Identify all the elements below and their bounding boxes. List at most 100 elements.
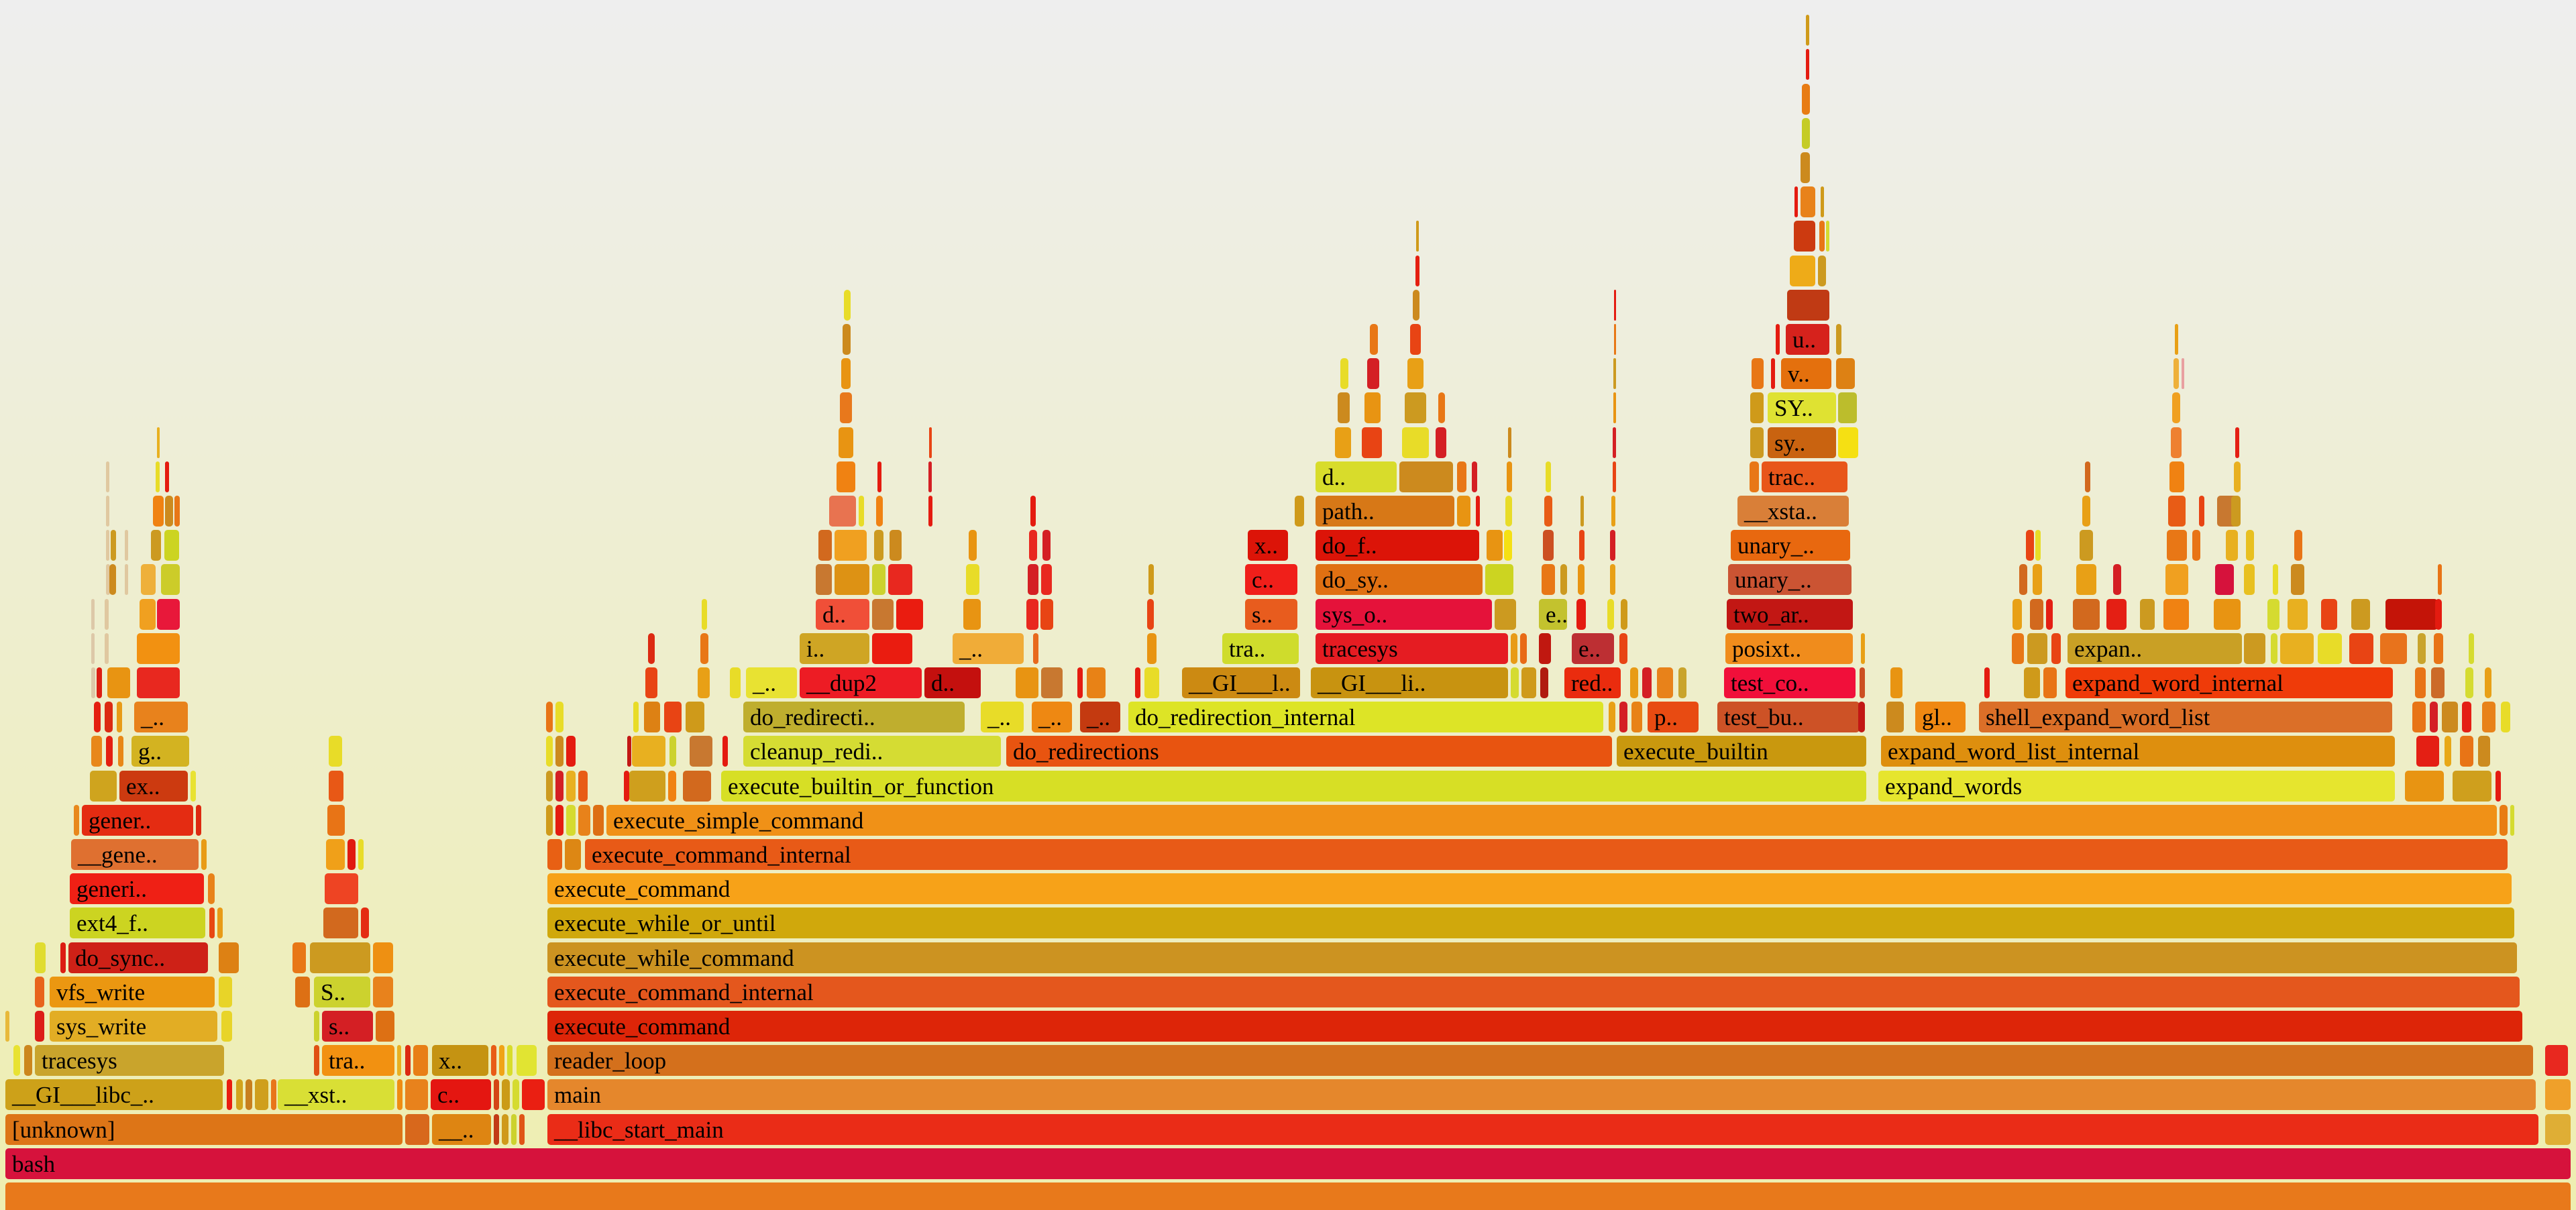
flame-frame[interactable] [157,427,160,458]
flame-frame[interactable] [629,771,665,802]
flame-frame[interactable] [1613,461,1616,492]
flame-frame[interactable] [413,1045,428,1076]
flame-frame[interactable] [1520,633,1527,664]
flame-frame-v..[interactable]: v.. [1781,358,1831,389]
flame-frame-execute_command[interactable]: execute_command [547,1011,2522,1042]
flame-frame-tracesys[interactable]: tracesys [35,1045,224,1076]
flame-frame[interactable] [105,599,109,630]
flame-frame[interactable] [928,496,932,527]
flame-frame[interactable] [2500,805,2508,836]
flame-frame[interactable] [1611,496,1615,527]
flame-frame-d..[interactable]: d.. [924,667,981,698]
flame-frame[interactable] [2234,461,2241,492]
flame-frame[interactable] [1407,358,1424,389]
flame-frame[interactable] [217,908,223,938]
flame-frame[interactable] [1790,256,1815,286]
flame-frame[interactable] [624,771,629,802]
flame-frame[interactable] [1819,221,1825,252]
flame-frame-expand_word_list_internal[interactable]: expand_word_list_internal [1881,736,2395,767]
flame-frame-_..[interactable]: _.. [981,702,1024,732]
flame-frame[interactable] [2182,358,2184,389]
flame-frame[interactable] [1609,702,1615,732]
flame-frame[interactable] [2046,599,2053,630]
flame-frame[interactable] [1580,496,1584,527]
flame-frame[interactable] [358,839,364,870]
flame-frame[interactable] [702,599,707,630]
flame-frame[interactable] [555,771,564,802]
flame-frame[interactable] [1801,152,1810,183]
flame-frame[interactable] [209,908,215,938]
flame-frame[interactable] [1579,530,1585,561]
flame-frame[interactable] [137,633,180,664]
flame-frame[interactable] [2385,599,2438,630]
flame-frame[interactable] [1457,496,1470,527]
flame-frame[interactable] [164,530,179,561]
flame-frame[interactable] [165,461,169,492]
flame-frame[interactable] [1771,358,1775,389]
flame-frame[interactable] [109,564,116,595]
flame-frame[interactable] [2024,667,2040,698]
flame-frame-u..[interactable]: u.. [1786,324,1829,355]
flame-frame[interactable] [2235,427,2239,458]
flame-frame-SY..[interactable]: SY.. [1768,392,1836,423]
flame-frame[interactable] [2435,599,2442,630]
flame-frame[interactable] [874,530,883,561]
flame-frame[interactable] [1029,530,1037,561]
flame-frame[interactable] [627,736,631,767]
flame-frame[interactable] [255,1079,268,1110]
flame-frame[interactable] [161,564,180,595]
flame-frame[interactable] [1508,427,1511,458]
flame-frame[interactable] [2030,599,2043,630]
flame-frame[interactable] [517,1045,537,1076]
flame-frame[interactable] [1485,564,1513,595]
flame-frame[interactable] [1613,358,1616,389]
flame-frame[interactable] [111,530,116,561]
flame-frame[interactable] [2460,736,2473,767]
flame-frame[interactable] [314,1011,319,1042]
flame-frame[interactable] [137,667,180,698]
flame-frame[interactable] [2012,599,2022,630]
flame-frame[interactable] [1540,667,1548,698]
flame-frame[interactable] [2445,736,2451,767]
flame-frame[interactable] [2043,667,2057,698]
flame-frame[interactable] [876,496,883,527]
flame-frame[interactable] [2280,633,2314,664]
flame-frame[interactable] [546,736,553,767]
flame-frame[interactable] [1505,496,1512,527]
flame-frame-x..[interactable]: x.. [1248,530,1288,561]
flame-frame-bash[interactable]: bash [5,1148,2571,1179]
flame-frame[interactable] [35,1011,44,1042]
flame-frame-vfs_write[interactable]: vfs_write [50,977,215,1007]
flame-frame[interactable] [1147,599,1154,630]
flame-frame[interactable] [872,564,885,595]
flame-frame[interactable] [969,530,977,561]
flame-frame-__libc_start_main[interactable]: __libc_start_main [547,1114,2538,1145]
flame-frame[interactable] [13,1045,20,1076]
flame-frame[interactable] [1642,667,1652,698]
flame-frame[interactable] [1806,49,1809,80]
flame-frame[interactable] [1806,15,1809,46]
flame-frame-unary_..[interactable]: unary_.. [1728,564,1851,595]
flame-frame-red..[interactable]: red.. [1564,667,1621,698]
flame-frame-execute_command_internal[interactable]: execute_command_internal [547,977,2520,1007]
flame-frame[interactable] [2545,1045,2568,1076]
flame-frame[interactable] [325,873,358,904]
flame-frame[interactable] [106,530,109,561]
flame-frame[interactable] [361,908,369,938]
flame-frame[interactable] [91,599,95,630]
flame-frame[interactable] [165,496,173,527]
flame-frame[interactable] [1750,461,1759,492]
flame-frame-_..[interactable]: _.. [746,667,797,698]
flame-frame[interactable] [118,736,123,767]
flame-frame[interactable] [593,805,604,836]
flame-frame[interactable] [1367,358,1379,389]
flame-frame[interactable] [271,1079,276,1110]
flame-frame[interactable] [329,736,342,767]
flame-frame-__..[interactable]: __.. [432,1114,491,1145]
flame-frame[interactable] [2478,736,2490,767]
flame-frame[interactable] [578,771,588,802]
flame-frame[interactable] [1787,290,1829,321]
flame-frame-_..[interactable]: _.. [1032,702,1072,732]
flame-frame-trac..[interactable]: trac.. [1762,461,1847,492]
flame-frame[interactable] [1041,667,1063,698]
